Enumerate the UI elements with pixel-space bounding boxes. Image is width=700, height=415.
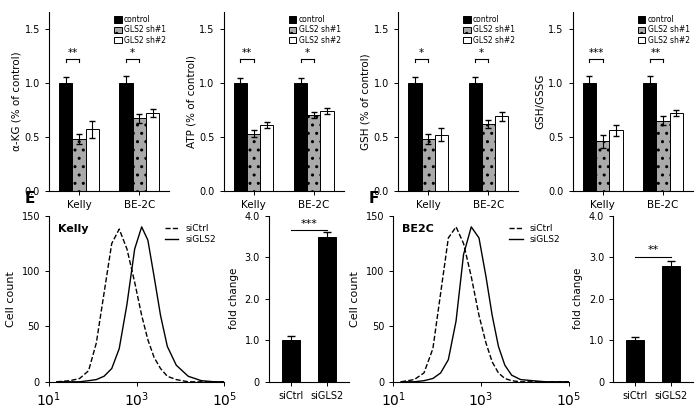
Text: *: * (419, 48, 424, 58)
Bar (482, 124, 495, 191)
Bar (247, 134, 260, 191)
Bar (596, 141, 609, 191)
Text: *: * (304, 48, 310, 58)
Bar (583, 83, 596, 191)
Bar (85, 129, 99, 191)
Y-axis label: ATP (% of control): ATP (% of control) (186, 55, 197, 148)
Bar (294, 83, 307, 191)
Y-axis label: GSH/GSSG: GSH/GSSG (536, 74, 545, 129)
Bar (657, 121, 669, 191)
Legend: siCtrl, siGLS2: siCtrl, siGLS2 (161, 220, 220, 247)
Legend: control, GLS2 sh#1, GLS2 sh#2: control, GLS2 sh#1, GLS2 sh#2 (463, 15, 516, 45)
Bar (421, 139, 435, 191)
Y-axis label: fold change: fold change (573, 268, 583, 330)
Text: C: C (372, 0, 383, 1)
Text: B: B (197, 0, 209, 1)
Text: **: ** (648, 245, 659, 255)
Y-axis label: α-KG (% of control): α-KG (% of control) (12, 52, 22, 151)
Y-axis label: GSH (% of control): GSH (% of control) (361, 54, 371, 150)
Y-axis label: Cell count: Cell count (350, 271, 360, 327)
Text: **: ** (67, 48, 78, 58)
Bar (662, 266, 680, 382)
Text: F: F (369, 190, 379, 205)
Bar (318, 237, 336, 382)
Y-axis label: Cell count: Cell count (6, 271, 16, 327)
Legend: control, GLS2 sh#1, GLS2 sh#2: control, GLS2 sh#1, GLS2 sh#2 (288, 15, 342, 45)
Legend: siCtrl, siGLS2: siCtrl, siGLS2 (505, 220, 564, 247)
Bar (281, 340, 300, 382)
Y-axis label: fold change: fold change (229, 268, 239, 330)
Bar (120, 83, 133, 191)
Text: **: ** (242, 48, 252, 58)
Legend: control, GLS2 sh#1, GLS2 sh#2: control, GLS2 sh#1, GLS2 sh#2 (113, 15, 167, 45)
Bar (307, 115, 321, 191)
Text: Kelly: Kelly (58, 225, 88, 234)
Text: D: D (546, 0, 559, 1)
Bar (60, 83, 73, 191)
Text: A: A (22, 0, 34, 1)
Text: ***: *** (300, 219, 317, 229)
Bar (321, 111, 334, 191)
Text: *: * (130, 48, 135, 58)
Bar (626, 340, 644, 382)
Text: E: E (25, 190, 35, 205)
Bar (260, 125, 274, 191)
Text: BE2C: BE2C (402, 225, 434, 234)
Bar (669, 113, 682, 191)
Text: **: ** (651, 48, 661, 58)
Bar (73, 139, 85, 191)
Bar (609, 130, 622, 191)
Legend: control, GLS2 sh#1, GLS2 sh#2: control, GLS2 sh#1, GLS2 sh#2 (637, 15, 690, 45)
Bar (133, 118, 146, 191)
Bar (468, 83, 482, 191)
Text: ***: *** (589, 48, 604, 58)
Bar (408, 83, 421, 191)
Bar (435, 134, 448, 191)
Text: *: * (480, 48, 484, 58)
Bar (234, 83, 247, 191)
Bar (643, 83, 657, 191)
Bar (495, 116, 508, 191)
Bar (146, 113, 159, 191)
